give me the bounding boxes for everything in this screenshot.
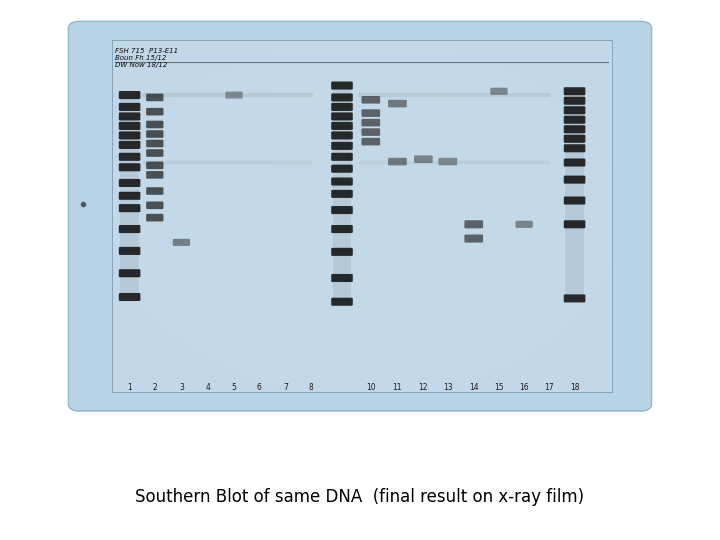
FancyBboxPatch shape [119, 153, 140, 161]
FancyBboxPatch shape [119, 179, 140, 187]
Bar [120, 91, 139, 299]
FancyBboxPatch shape [388, 158, 407, 165]
FancyBboxPatch shape [146, 140, 163, 147]
FancyBboxPatch shape [331, 165, 353, 173]
Text: 10: 10 [366, 383, 376, 392]
FancyBboxPatch shape [464, 220, 483, 228]
FancyBboxPatch shape [490, 87, 508, 95]
FancyBboxPatch shape [331, 93, 353, 102]
FancyBboxPatch shape [331, 274, 353, 282]
FancyBboxPatch shape [388, 100, 407, 107]
FancyBboxPatch shape [146, 121, 163, 129]
FancyBboxPatch shape [464, 234, 483, 242]
FancyBboxPatch shape [331, 206, 353, 214]
FancyBboxPatch shape [119, 122, 140, 130]
FancyBboxPatch shape [361, 138, 380, 145]
FancyBboxPatch shape [564, 97, 585, 105]
Text: 2: 2 [153, 383, 157, 392]
FancyBboxPatch shape [119, 204, 140, 212]
FancyBboxPatch shape [146, 130, 163, 138]
FancyBboxPatch shape [564, 294, 585, 302]
FancyBboxPatch shape [119, 163, 140, 171]
Text: 4: 4 [206, 383, 210, 392]
Text: 17: 17 [544, 383, 554, 392]
Text: Southern Blot of same DNA  (final result on x-ray film): Southern Blot of same DNA (final result … [135, 488, 585, 506]
Text: 12: 12 [418, 383, 428, 392]
FancyBboxPatch shape [119, 225, 140, 233]
FancyBboxPatch shape [331, 298, 353, 306]
FancyBboxPatch shape [361, 109, 380, 117]
FancyBboxPatch shape [331, 112, 353, 120]
Text: 5: 5 [232, 383, 236, 392]
FancyBboxPatch shape [119, 192, 140, 200]
FancyBboxPatch shape [146, 108, 163, 116]
Text: 14: 14 [469, 383, 479, 392]
FancyBboxPatch shape [361, 119, 380, 126]
FancyBboxPatch shape [146, 214, 163, 221]
FancyBboxPatch shape [438, 158, 457, 165]
FancyBboxPatch shape [225, 91, 243, 99]
FancyBboxPatch shape [68, 22, 652, 411]
FancyBboxPatch shape [119, 247, 140, 255]
FancyBboxPatch shape [331, 178, 353, 186]
FancyBboxPatch shape [146, 201, 163, 209]
Text: FSH 715  P13-E11
Boun Fh 15/12
DW Now 18/12: FSH 715 P13-E11 Boun Fh 15/12 DW Now 18/… [115, 48, 179, 68]
FancyBboxPatch shape [146, 161, 163, 169]
Text: 7: 7 [284, 383, 288, 392]
Bar [333, 82, 351, 303]
FancyBboxPatch shape [146, 171, 163, 179]
FancyBboxPatch shape [564, 116, 585, 124]
FancyBboxPatch shape [564, 197, 585, 205]
FancyBboxPatch shape [331, 142, 353, 150]
FancyBboxPatch shape [146, 187, 163, 195]
Text: 8: 8 [309, 383, 313, 392]
FancyBboxPatch shape [119, 141, 140, 149]
FancyBboxPatch shape [361, 96, 380, 104]
FancyBboxPatch shape [119, 131, 140, 139]
FancyBboxPatch shape [119, 103, 140, 111]
FancyBboxPatch shape [564, 87, 585, 95]
Text: 6: 6 [257, 383, 261, 392]
Text: 11: 11 [392, 383, 402, 392]
FancyBboxPatch shape [331, 248, 353, 256]
Text: 3: 3 [179, 383, 184, 392]
FancyBboxPatch shape [564, 125, 585, 133]
FancyBboxPatch shape [173, 239, 190, 246]
FancyBboxPatch shape [516, 221, 533, 228]
Text: 15: 15 [494, 383, 504, 392]
FancyBboxPatch shape [119, 269, 140, 277]
FancyBboxPatch shape [564, 106, 585, 114]
FancyBboxPatch shape [564, 220, 585, 228]
FancyBboxPatch shape [564, 144, 585, 152]
Text: 16: 16 [519, 383, 529, 392]
FancyBboxPatch shape [564, 176, 585, 184]
Bar [565, 89, 584, 299]
FancyBboxPatch shape [414, 156, 433, 163]
FancyBboxPatch shape [119, 91, 140, 99]
Text: 1: 1 [127, 383, 132, 392]
FancyBboxPatch shape [331, 82, 353, 90]
FancyBboxPatch shape [146, 149, 163, 157]
FancyBboxPatch shape [146, 93, 163, 101]
FancyBboxPatch shape [361, 129, 380, 136]
FancyBboxPatch shape [119, 293, 140, 301]
Bar [112, 40, 612, 392]
FancyBboxPatch shape [331, 122, 353, 130]
Text: 13: 13 [443, 383, 453, 392]
FancyBboxPatch shape [564, 158, 585, 166]
FancyBboxPatch shape [119, 112, 140, 120]
FancyBboxPatch shape [564, 134, 585, 143]
FancyBboxPatch shape [331, 153, 353, 161]
FancyBboxPatch shape [331, 225, 353, 233]
FancyBboxPatch shape [331, 103, 353, 111]
FancyBboxPatch shape [331, 131, 353, 139]
FancyBboxPatch shape [331, 190, 353, 198]
Text: 18: 18 [570, 383, 580, 392]
